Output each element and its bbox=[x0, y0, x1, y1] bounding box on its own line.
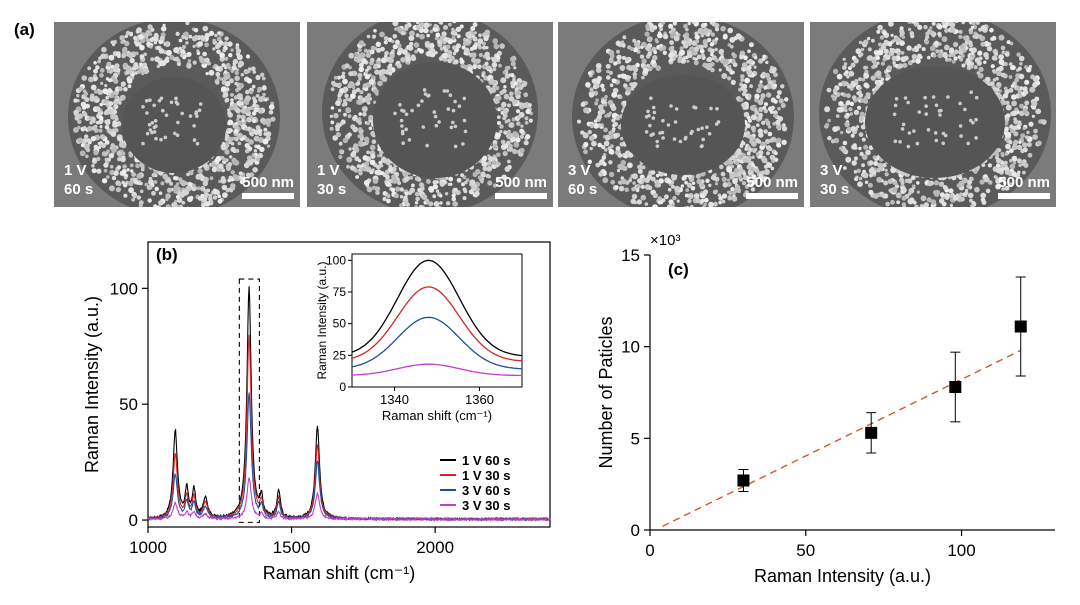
data-point bbox=[737, 474, 750, 487]
sem-condition-label: 1 V 30 s bbox=[317, 161, 346, 199]
sem-time: 30 s bbox=[317, 181, 347, 198]
x-tick-label: 50 bbox=[796, 541, 815, 560]
y-axis-label: Raman Intensity (a.u.) bbox=[82, 296, 102, 473]
sem-image: 3 V 30 s 500 nm bbox=[810, 22, 1056, 207]
sem-micrograph-graphic bbox=[572, 22, 794, 207]
legend-label: 3 V 30 s bbox=[462, 498, 510, 513]
inset-y-tick-label: 25 bbox=[333, 348, 347, 362]
sem-time: 30 s bbox=[820, 181, 850, 198]
y-multiplier-label: ×10³ bbox=[650, 232, 680, 249]
sem-voltage: 3 V bbox=[568, 162, 591, 179]
inset-x-tick-label: 1340 bbox=[380, 392, 409, 407]
sem-voltage: 1 V bbox=[64, 162, 87, 179]
scale-bar-line bbox=[746, 193, 798, 199]
scale-bar: 500 nm bbox=[998, 174, 1050, 199]
inset-y-axis-label: Raman Intensity (a.u.) bbox=[315, 261, 329, 379]
sem-condition-label: 3 V 60 s bbox=[568, 161, 597, 199]
data-point bbox=[1014, 320, 1027, 333]
sem-voltage: 1 V bbox=[317, 162, 340, 179]
legend-label: 1 V 30 s bbox=[462, 468, 510, 483]
scale-bar-label: 500 nm bbox=[998, 174, 1050, 191]
sem-time: 60 s bbox=[64, 181, 94, 198]
inset-spectrum-line bbox=[351, 316, 523, 370]
inset-y-tick-label: 75 bbox=[333, 285, 347, 299]
x-tick-label: 1500 bbox=[273, 538, 311, 557]
spectrum-line bbox=[147, 476, 551, 523]
y-tick-label: 15 bbox=[621, 246, 640, 265]
x-tick-label: 100 bbox=[947, 541, 975, 560]
scale-bar: 500 nm bbox=[746, 174, 798, 199]
sem-image: 3 V 60 s 500 nm bbox=[558, 22, 804, 207]
data-point bbox=[949, 381, 962, 393]
y-tick-label: 50 bbox=[119, 395, 138, 414]
panel-a-label: (a) bbox=[14, 20, 35, 39]
scale-bar-label: 500 nm bbox=[242, 174, 294, 191]
scale-bar: 500 nm bbox=[242, 174, 294, 199]
inset-y-tick-label: 100 bbox=[326, 253, 346, 267]
fit-line bbox=[662, 349, 1022, 527]
x-tick-label: 0 bbox=[645, 541, 654, 560]
x-tick-label: 2000 bbox=[416, 538, 454, 557]
y-tick-label: 100 bbox=[110, 279, 138, 298]
plot-frame bbox=[147, 241, 551, 528]
sem-micrograph-graphic bbox=[819, 22, 1051, 207]
panel-c-label: (c) bbox=[668, 260, 689, 279]
scale-bar-line bbox=[998, 193, 1050, 199]
y-tick-label: 10 bbox=[621, 338, 640, 357]
inset-y-tick-label: 50 bbox=[333, 317, 347, 331]
inset-spectrum-line bbox=[351, 259, 523, 357]
sem-time: 60 s bbox=[568, 181, 598, 198]
legend-label: 3 V 60 s bbox=[462, 483, 510, 498]
scale-bar-label: 500 nm bbox=[495, 174, 547, 191]
x-axis-label: Raman Intensity (a.u.) bbox=[754, 566, 931, 586]
sem-condition-label: 3 V 30 s bbox=[820, 161, 849, 199]
sem-image: 1 V 30 s 500 nm bbox=[307, 22, 553, 207]
x-axis-label: Raman shift (cm⁻¹) bbox=[263, 563, 416, 583]
highlight-box bbox=[238, 278, 260, 523]
x-tick-label: 1000 bbox=[129, 538, 167, 557]
inset-x-tick-label: 1360 bbox=[465, 392, 494, 407]
y-axis-label: Number of Paticles bbox=[596, 316, 616, 468]
y-tick-label: 0 bbox=[631, 521, 640, 540]
y-tick-label: 5 bbox=[631, 429, 640, 448]
scale-bar-line bbox=[495, 193, 547, 199]
inset-spectrum-line bbox=[351, 363, 522, 377]
sem-image: 1 V 60 s 500 nm bbox=[54, 22, 300, 207]
panel-b-label: (b) bbox=[156, 245, 178, 264]
particles-vs-intensity-chart: 0 50 100 0 5 10 15 Raman Intensity (a.u.) Number… bbox=[596, 232, 1055, 586]
scale-bar-line bbox=[242, 193, 294, 199]
inset-spectrum-line bbox=[351, 286, 523, 362]
sem-condition-label: 1 V 60 s bbox=[64, 161, 93, 199]
data-point bbox=[865, 426, 878, 439]
sem-micrograph-graphic bbox=[68, 22, 280, 207]
sem-micrograph-graphic bbox=[322, 22, 538, 207]
inset-x-axis-label: Raman shift (cm⁻¹) bbox=[382, 408, 492, 423]
inset-y-tick-label: 0 bbox=[339, 380, 346, 394]
scale-bar: 500 nm bbox=[495, 174, 547, 199]
legend-label: 1 V 60 s bbox=[462, 453, 510, 468]
sem-voltage: 3 V bbox=[820, 162, 843, 179]
y-tick-label: 0 bbox=[129, 511, 138, 530]
inset-frame bbox=[351, 253, 523, 388]
scale-bar-label: 500 nm bbox=[746, 174, 798, 191]
